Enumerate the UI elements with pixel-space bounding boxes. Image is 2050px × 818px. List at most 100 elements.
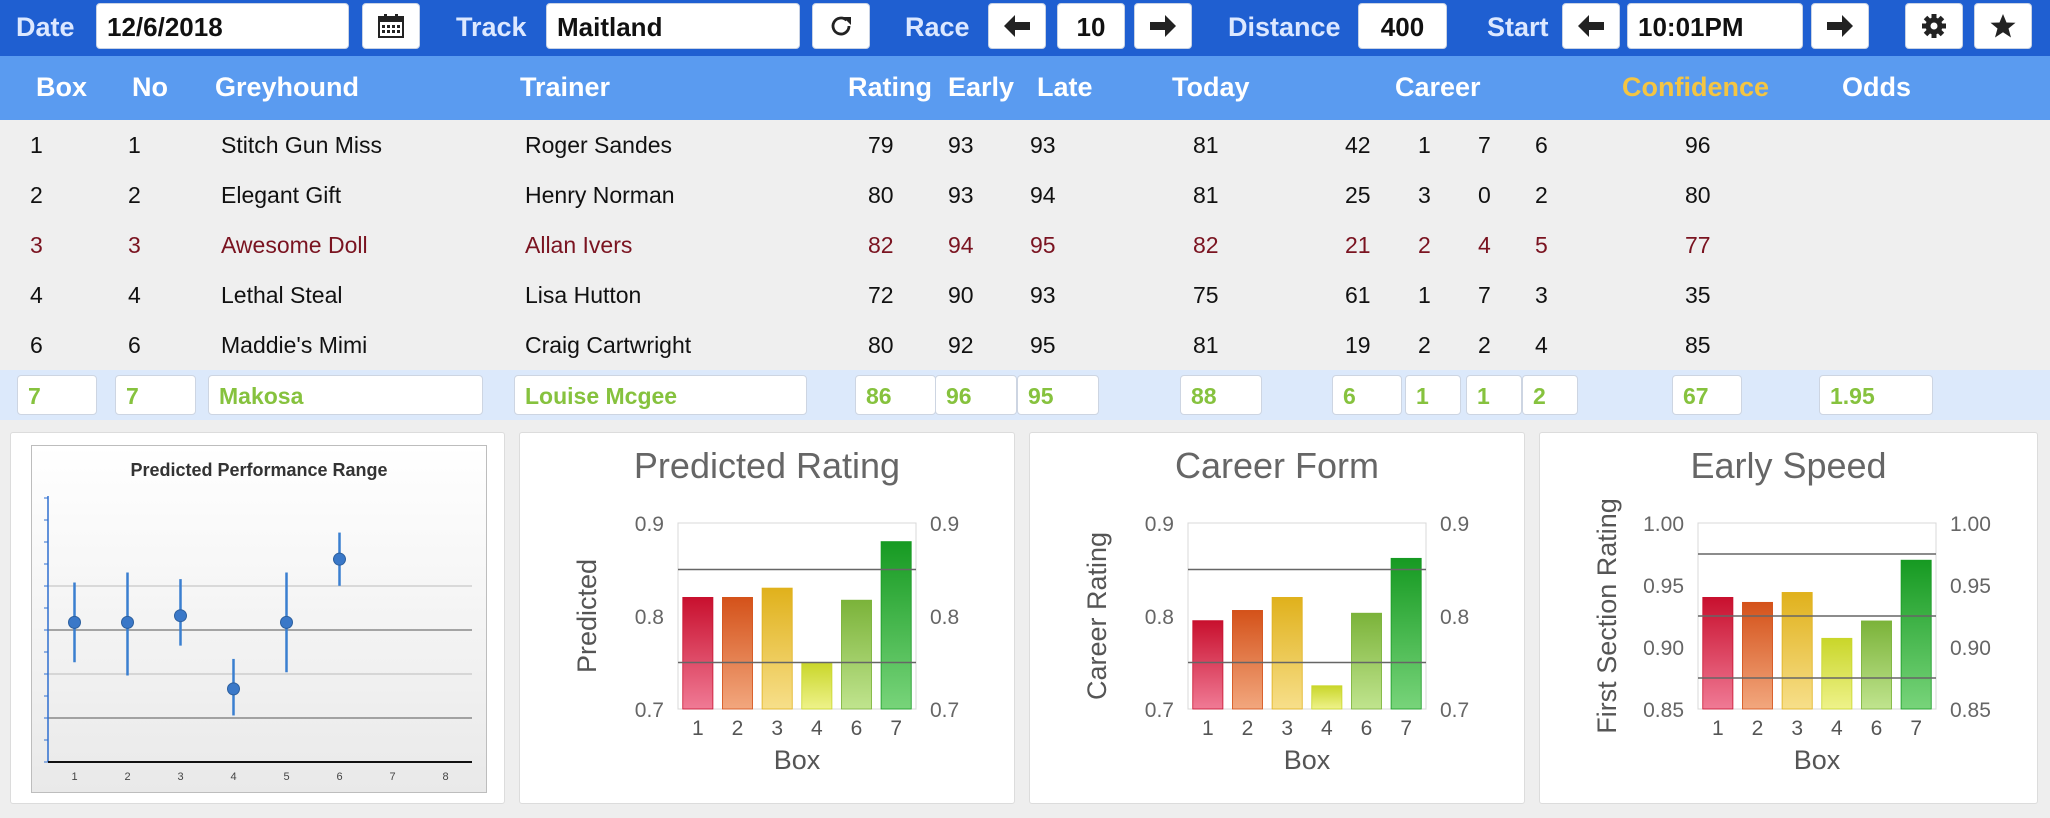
x-axis-label: Box xyxy=(1284,745,1331,775)
start-next-button[interactable] xyxy=(1811,3,1869,49)
y-tick-label-right: 0.95 xyxy=(1950,575,1991,598)
cell-confidence: 85 xyxy=(1685,332,1711,358)
selected-today-field[interactable]: 88 xyxy=(1180,375,1262,415)
bar xyxy=(1781,592,1813,710)
selected-early-field[interactable]: 96 xyxy=(935,375,1017,415)
selected-box-field[interactable]: 7 xyxy=(17,375,97,415)
selected-career-thirds-field[interactable]: 2 xyxy=(1522,375,1578,415)
col-confidence[interactable]: Confidence xyxy=(1622,72,1770,102)
x-tick-label: 2 xyxy=(124,771,130,783)
y-tick-label-right: 1.00 xyxy=(1950,513,1991,536)
x-tick-label: 1 xyxy=(1712,717,1724,740)
start-prev-button[interactable] xyxy=(1562,3,1620,49)
distance-label: Distance xyxy=(1228,12,1341,42)
col-box[interactable]: Box xyxy=(36,72,88,102)
cell-greyhound: Maddie's Mimi xyxy=(221,332,368,358)
selected-confidence-field[interactable]: 67 xyxy=(1672,375,1742,415)
col-trainer[interactable]: Trainer xyxy=(520,72,611,102)
cell-career-thirds: 3 xyxy=(1535,282,1548,308)
selected-career-starts-field[interactable]: 6 xyxy=(1332,375,1402,415)
data-point xyxy=(280,615,293,629)
y-axis-label: First Section Rating xyxy=(1592,498,1622,734)
col-early[interactable]: Early xyxy=(948,72,1015,102)
cell-rating: 82 xyxy=(868,232,894,258)
table-row[interactable]: 4 4 Lethal Steal Lisa Hutton 72 90 93 75… xyxy=(0,270,2050,320)
cell-confidence: 77 xyxy=(1685,232,1711,258)
col-career[interactable]: Career xyxy=(1395,72,1481,102)
y-axis-label: Predicted xyxy=(572,559,602,673)
selected-greyhound-field[interactable]: Makosa xyxy=(208,375,483,415)
cell-career-starts: 19 xyxy=(1345,332,1371,358)
selected-trainer-field[interactable]: Louise Mcgee xyxy=(514,375,807,415)
y-axis-label: Career Rating xyxy=(1082,532,1112,700)
table-row[interactable]: 1 1 Stitch Gun Miss Roger Sandes 79 93 9… xyxy=(0,120,2050,170)
cell-career-wins: 1 xyxy=(1418,132,1431,158)
cell-trainer: Craig Cartwright xyxy=(525,332,692,358)
x-tick-label: 4 xyxy=(1321,717,1333,740)
cell-box: 1 xyxy=(30,132,43,158)
selected-odds-field[interactable]: 1.95 xyxy=(1819,375,1933,415)
race-number[interactable]: 10 xyxy=(1057,3,1125,49)
calendar-button[interactable] xyxy=(362,3,420,49)
cell-late: 94 xyxy=(1030,182,1056,208)
cell-career-wins: 2 xyxy=(1418,332,1431,358)
bar xyxy=(1900,559,1932,710)
col-no[interactable]: No xyxy=(132,72,168,102)
distance-input[interactable]: 400 xyxy=(1358,3,1447,49)
performance-range-plot: 1 2 3 4 5 6 7 8 xyxy=(44,496,472,783)
favorite-button[interactable] xyxy=(1974,3,2032,49)
col-rating[interactable]: Rating xyxy=(848,72,932,102)
x-tick-label: 4 xyxy=(811,717,823,740)
selected-row[interactable]: 7 7 Makosa Louise Mcgee 86 96 95 88 6 1 … xyxy=(0,370,2050,420)
table-row[interactable]: 3 3 Awesome Doll Allan Ivers 82 94 95 82… xyxy=(0,220,2050,270)
selected-career-wins-field[interactable]: 1 xyxy=(1405,375,1461,415)
plot-area xyxy=(677,522,917,710)
cell-box: 3 xyxy=(30,232,43,258)
performance-range-panel: Predicted Performance Range 1 2 3 4 5 6 7 8 xyxy=(10,432,505,804)
race-prev-button[interactable] xyxy=(988,3,1046,49)
col-greyhound[interactable]: Greyhound xyxy=(215,72,360,102)
y-tick-label-right: 0.9 xyxy=(930,513,959,536)
col-today[interactable]: Today xyxy=(1172,72,1250,102)
bar xyxy=(1390,557,1422,710)
cell-career-thirds: 2 xyxy=(1535,182,1548,208)
arrow-right-icon xyxy=(1827,15,1853,37)
arrow-right-icon xyxy=(1150,15,1176,37)
cell-today: 81 xyxy=(1193,332,1219,358)
cell-rating: 80 xyxy=(868,332,894,358)
table-row[interactable]: 6 6 Maddie's Mimi Craig Cartwright 80 92… xyxy=(0,320,2050,370)
track-input[interactable]: Maitland xyxy=(546,3,800,49)
col-odds[interactable]: Odds xyxy=(1842,72,1912,102)
race-label: Race xyxy=(905,12,970,42)
x-tick-label: 7 xyxy=(1910,717,1922,740)
settings-button[interactable] xyxy=(1905,3,1963,49)
cell-trainer: Allan Ivers xyxy=(525,232,633,258)
cell-rating: 79 xyxy=(868,132,894,158)
y-tick-label-right: 0.8 xyxy=(930,606,959,629)
refresh-button[interactable] xyxy=(812,3,870,49)
calendar-icon xyxy=(378,14,404,38)
table-row[interactable]: 2 2 Elegant Gift Henry Norman 80 93 94 8… xyxy=(0,170,2050,220)
x-tick-label: 6 xyxy=(851,717,863,740)
refresh-icon xyxy=(831,16,851,36)
selected-rating-field[interactable]: 86 xyxy=(855,375,936,415)
cell-today: 75 xyxy=(1193,282,1219,308)
x-tick-label: 6 xyxy=(1871,717,1883,740)
chart-title: Career Form xyxy=(1174,445,1380,486)
cell-confidence: 35 xyxy=(1685,282,1711,308)
cell-career-seconds: 2 xyxy=(1478,332,1491,358)
start-time-input[interactable]: 10:01PM xyxy=(1627,3,1803,49)
selected-no-field[interactable]: 7 xyxy=(115,375,196,415)
selected-late-field[interactable]: 95 xyxy=(1017,375,1099,415)
race-next-button[interactable] xyxy=(1134,3,1192,49)
x-tick-label: 7 xyxy=(1400,717,1412,740)
data-point xyxy=(68,615,81,629)
bar xyxy=(1742,601,1773,710)
track-label: Track xyxy=(456,12,527,42)
date-input[interactable]: 12/6/2018 xyxy=(96,3,349,49)
selected-career-seconds-field[interactable]: 1 xyxy=(1466,375,1522,415)
cell-career-seconds: 4 xyxy=(1478,232,1491,258)
col-late[interactable]: Late xyxy=(1037,72,1093,102)
x-tick-label: 1 xyxy=(71,771,77,783)
cell-late: 95 xyxy=(1030,232,1056,258)
